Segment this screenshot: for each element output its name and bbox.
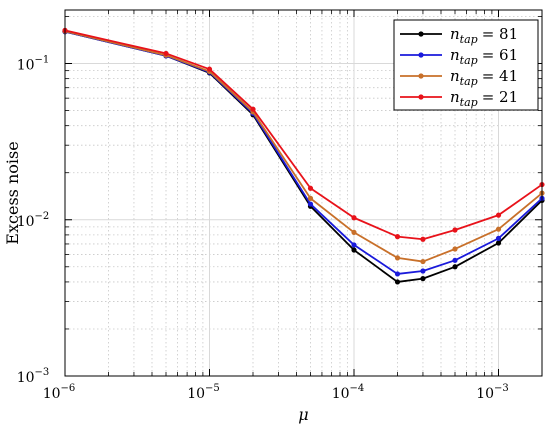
series-layer bbox=[62, 27, 545, 285]
x-tick-label: 10−3 bbox=[476, 383, 509, 402]
data-point bbox=[394, 271, 401, 277]
legend-swatch-marker bbox=[418, 94, 424, 100]
data-point bbox=[163, 50, 169, 57]
data-point bbox=[452, 227, 458, 233]
plot-frame bbox=[64, 9, 543, 377]
legend-label: ntap = 81 bbox=[450, 25, 518, 46]
data-point bbox=[452, 246, 458, 252]
data-point bbox=[394, 279, 401, 285]
legend-entry: ntap = 61 bbox=[400, 46, 518, 67]
data-point bbox=[495, 212, 502, 218]
data-point bbox=[351, 247, 357, 253]
data-point bbox=[495, 226, 502, 232]
legend-swatch-marker bbox=[418, 73, 424, 79]
data-point bbox=[394, 234, 401, 240]
legend-label: ntap = 61 bbox=[450, 46, 518, 67]
legend-entry: ntap = 81 bbox=[400, 25, 518, 46]
data-point bbox=[452, 257, 458, 263]
data-point bbox=[351, 242, 357, 248]
x-tick-label: 10−4 bbox=[332, 383, 365, 402]
x-tick-label: 10−5 bbox=[187, 383, 220, 402]
data-point bbox=[495, 235, 502, 241]
data-point bbox=[307, 195, 314, 201]
legend-label: ntap = 41 bbox=[450, 67, 518, 88]
data-point bbox=[420, 236, 426, 242]
y-tick-label: 10−1 bbox=[17, 55, 50, 74]
data-point bbox=[394, 255, 401, 261]
x-tick-label: 10−6 bbox=[43, 383, 76, 402]
y-tick-label: 10−2 bbox=[17, 211, 50, 230]
y-tick-label: 10−3 bbox=[17, 367, 50, 386]
legend-entry: ntap = 21 bbox=[400, 88, 518, 109]
y-axis-label: Excess noise bbox=[3, 141, 22, 244]
series-3 bbox=[62, 27, 545, 242]
axis-ticks bbox=[64, 10, 543, 377]
legend-entry: ntap = 41 bbox=[400, 67, 518, 88]
data-point bbox=[206, 66, 213, 72]
data-point bbox=[495, 240, 502, 246]
data-point bbox=[307, 185, 314, 191]
legend-label: ntap = 21 bbox=[450, 88, 518, 109]
legend-swatch-marker bbox=[418, 31, 424, 37]
data-point bbox=[307, 201, 314, 207]
x-axis-label: μ bbox=[298, 405, 308, 424]
data-point bbox=[420, 268, 426, 274]
data-point bbox=[351, 215, 357, 221]
data-point bbox=[452, 264, 458, 270]
tick-labels: 10−6 10−5 10−4 10−3 10−3 10−2 10−1 bbox=[17, 55, 509, 402]
legend-box bbox=[393, 19, 539, 111]
data-point bbox=[420, 276, 426, 282]
data-point bbox=[250, 106, 256, 112]
data-point bbox=[420, 258, 426, 265]
data-point bbox=[351, 229, 357, 235]
legend-swatch-marker bbox=[418, 52, 424, 58]
